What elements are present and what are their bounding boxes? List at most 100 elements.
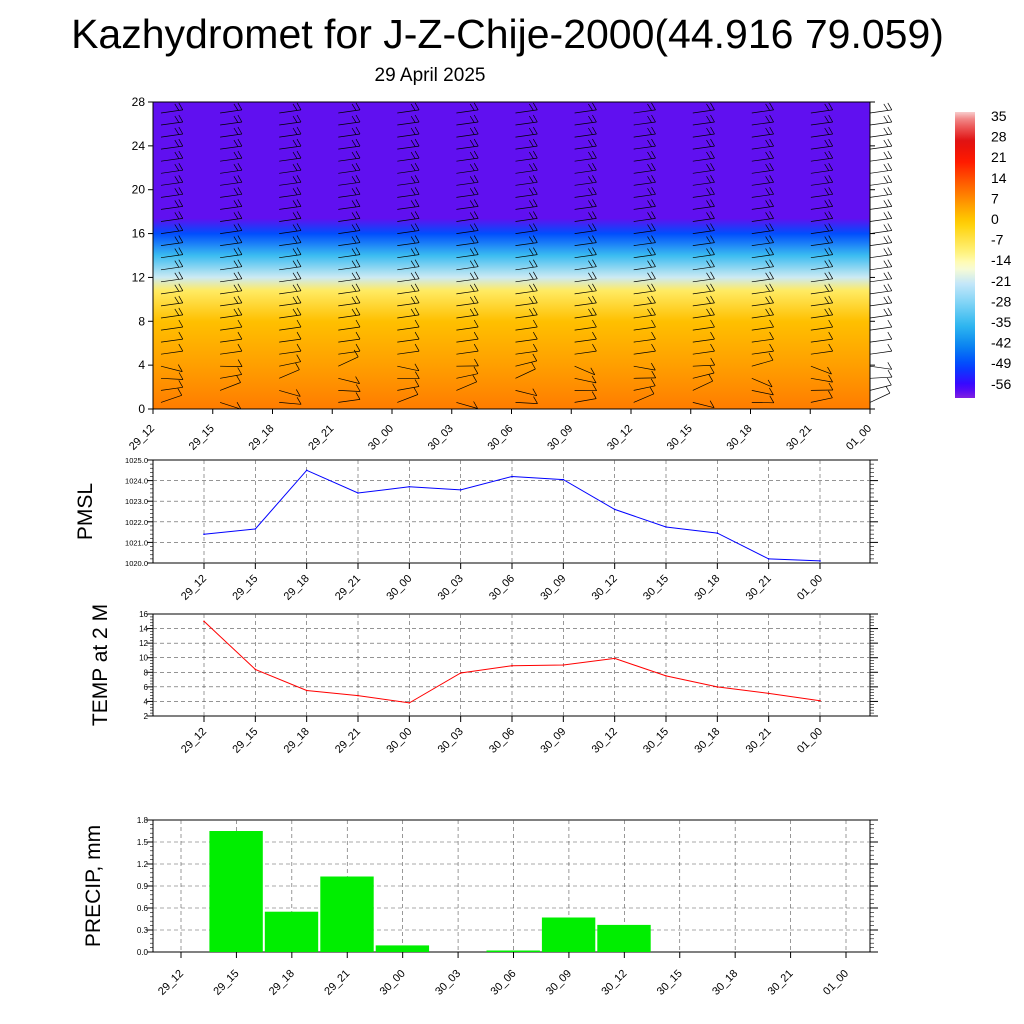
wind-barb-shaft: [279, 109, 302, 114]
wind-barb-flag: [469, 164, 475, 171]
wind-barb-flag: [174, 212, 180, 219]
wind-barb-flag: [237, 271, 243, 279]
wind-barb-flag: [532, 163, 538, 171]
wind-barb-shaft: [633, 193, 656, 198]
wind-barb-flag: [469, 188, 475, 195]
wind-barb-flag: [592, 343, 597, 352]
wind-barb-shaft: [692, 266, 715, 271]
wind-barb-flag: [178, 235, 184, 243]
wind-barb-flag: [355, 114, 361, 123]
wind-barb-flag: [410, 272, 416, 280]
wind-barb-flag: [414, 343, 420, 352]
wind-barb-shaft: [279, 302, 302, 307]
wind-barb-shaft: [751, 181, 774, 186]
wind-barb-shaft: [160, 157, 183, 162]
y-tick-label: 10: [139, 654, 148, 663]
wind-barb-flag: [296, 223, 302, 231]
wind-barb-shaft: [397, 181, 420, 186]
wind-barb-shaft: [869, 392, 891, 403]
wind-barb-flag: [592, 259, 597, 267]
wind-barb-flag: [296, 331, 302, 340]
colorbar-label: -42: [991, 335, 1011, 351]
wind-barb-flag: [292, 127, 298, 135]
wind-barb-flag: [353, 349, 359, 358]
wind-barb-flag: [414, 150, 420, 159]
wind-barb-flag: [532, 271, 538, 279]
wind-barb-shaft: [633, 278, 656, 283]
wind-barb-flag: [651, 211, 656, 219]
series-point: [665, 675, 667, 677]
x-tick-label: 30_03: [436, 726, 466, 756]
wind-barb-flag: [414, 138, 420, 147]
wind-barb-flag: [233, 200, 239, 207]
wind-barb-flag: [296, 126, 302, 135]
wind-barb-flag: [178, 199, 184, 207]
wind-barb-flag: [414, 271, 420, 279]
wind-barb-flag: [710, 307, 715, 316]
wind-barb-flag: [237, 319, 243, 328]
wind-barb-shaft: [338, 350, 361, 355]
wind-barb-flag: [410, 224, 416, 232]
wind-barb-shaft: [515, 402, 538, 404]
wind-barb-shaft: [869, 254, 892, 259]
wind-barb-flag: [710, 235, 715, 243]
wind-barb-shaft: [279, 145, 302, 150]
x-tick-label: 30_03: [433, 968, 463, 998]
wind-barb-shaft: [810, 266, 833, 271]
wind-barb-flag: [174, 272, 180, 280]
wind-barb-flag: [233, 248, 239, 256]
wind-barb-shaft: [397, 266, 420, 271]
wind-barb-flag: [351, 188, 357, 195]
wind-barb-flag: [706, 272, 711, 280]
wind-barb-shaft: [751, 109, 774, 114]
wind-barb-shaft: [633, 266, 656, 271]
y-tick-label: 8: [144, 668, 149, 677]
precip-panel: 0.0 0.3 0.6 0.9 1.2 1.5 1.8 29_12 29_15 29_18 29_2…: [82, 816, 878, 998]
wind-barb-flag: [710, 102, 715, 111]
colorbar-label: -56: [991, 376, 1011, 392]
wind-barb-flag: [765, 139, 770, 147]
wind-barb-flag: [233, 260, 239, 268]
wind-barb-shaft: [633, 290, 656, 295]
wind-barb-shaft: [869, 365, 892, 370]
wind-barb-flag: [887, 102, 893, 111]
wind-barb-shaft: [456, 242, 479, 246]
wind-barb-flag: [351, 272, 357, 280]
wind-barb-shaft: [751, 350, 774, 355]
wind-barb-shaft: [397, 169, 420, 174]
wind-barb-flag: [410, 139, 416, 147]
wind-barb-flag: [296, 343, 302, 352]
wind-barb-flag: [532, 353, 538, 362]
wind-barb-flag: [414, 211, 420, 219]
wind-barb-shaft: [456, 230, 479, 234]
wind-barb-flag: [233, 164, 239, 171]
wind-barb-flag: [592, 211, 597, 219]
wind-barb-flag: [769, 126, 774, 135]
series-point: [254, 528, 257, 530]
wind-barb-flag: [296, 114, 302, 123]
wind-barb-shaft: [574, 302, 597, 307]
wind-barb-shaft: [338, 206, 361, 210]
wind-barb-flag: [647, 188, 652, 195]
wind-barb-flag: [706, 236, 711, 244]
wind-barb-flag: [414, 379, 420, 387]
wind-barb-shaft: [515, 133, 538, 138]
wind-barb-shaft: [751, 157, 774, 162]
wind-barb-shaft: [515, 206, 538, 210]
wind-barb-flag: [828, 319, 834, 328]
wind-barb-flag: [473, 138, 479, 147]
wind-barb-flag: [883, 284, 889, 292]
wind-barb-flag: [473, 247, 479, 255]
wind-barb-flag: [532, 102, 538, 111]
wind-barb-shaft: [397, 290, 420, 295]
wind-barb-shaft: [574, 365, 595, 376]
wind-barb-flag: [824, 308, 829, 316]
wind-barb-flag: [588, 200, 593, 207]
wind-barb-flag: [532, 114, 538, 123]
wind-barb-flag: [296, 163, 302, 171]
x-tick-label: 29_12: [179, 573, 209, 603]
wind-barb-flag: [529, 200, 534, 207]
wind-barb-flag: [710, 211, 715, 219]
wind-barb-shaft: [574, 206, 597, 210]
wind-barb-flag: [237, 235, 243, 243]
